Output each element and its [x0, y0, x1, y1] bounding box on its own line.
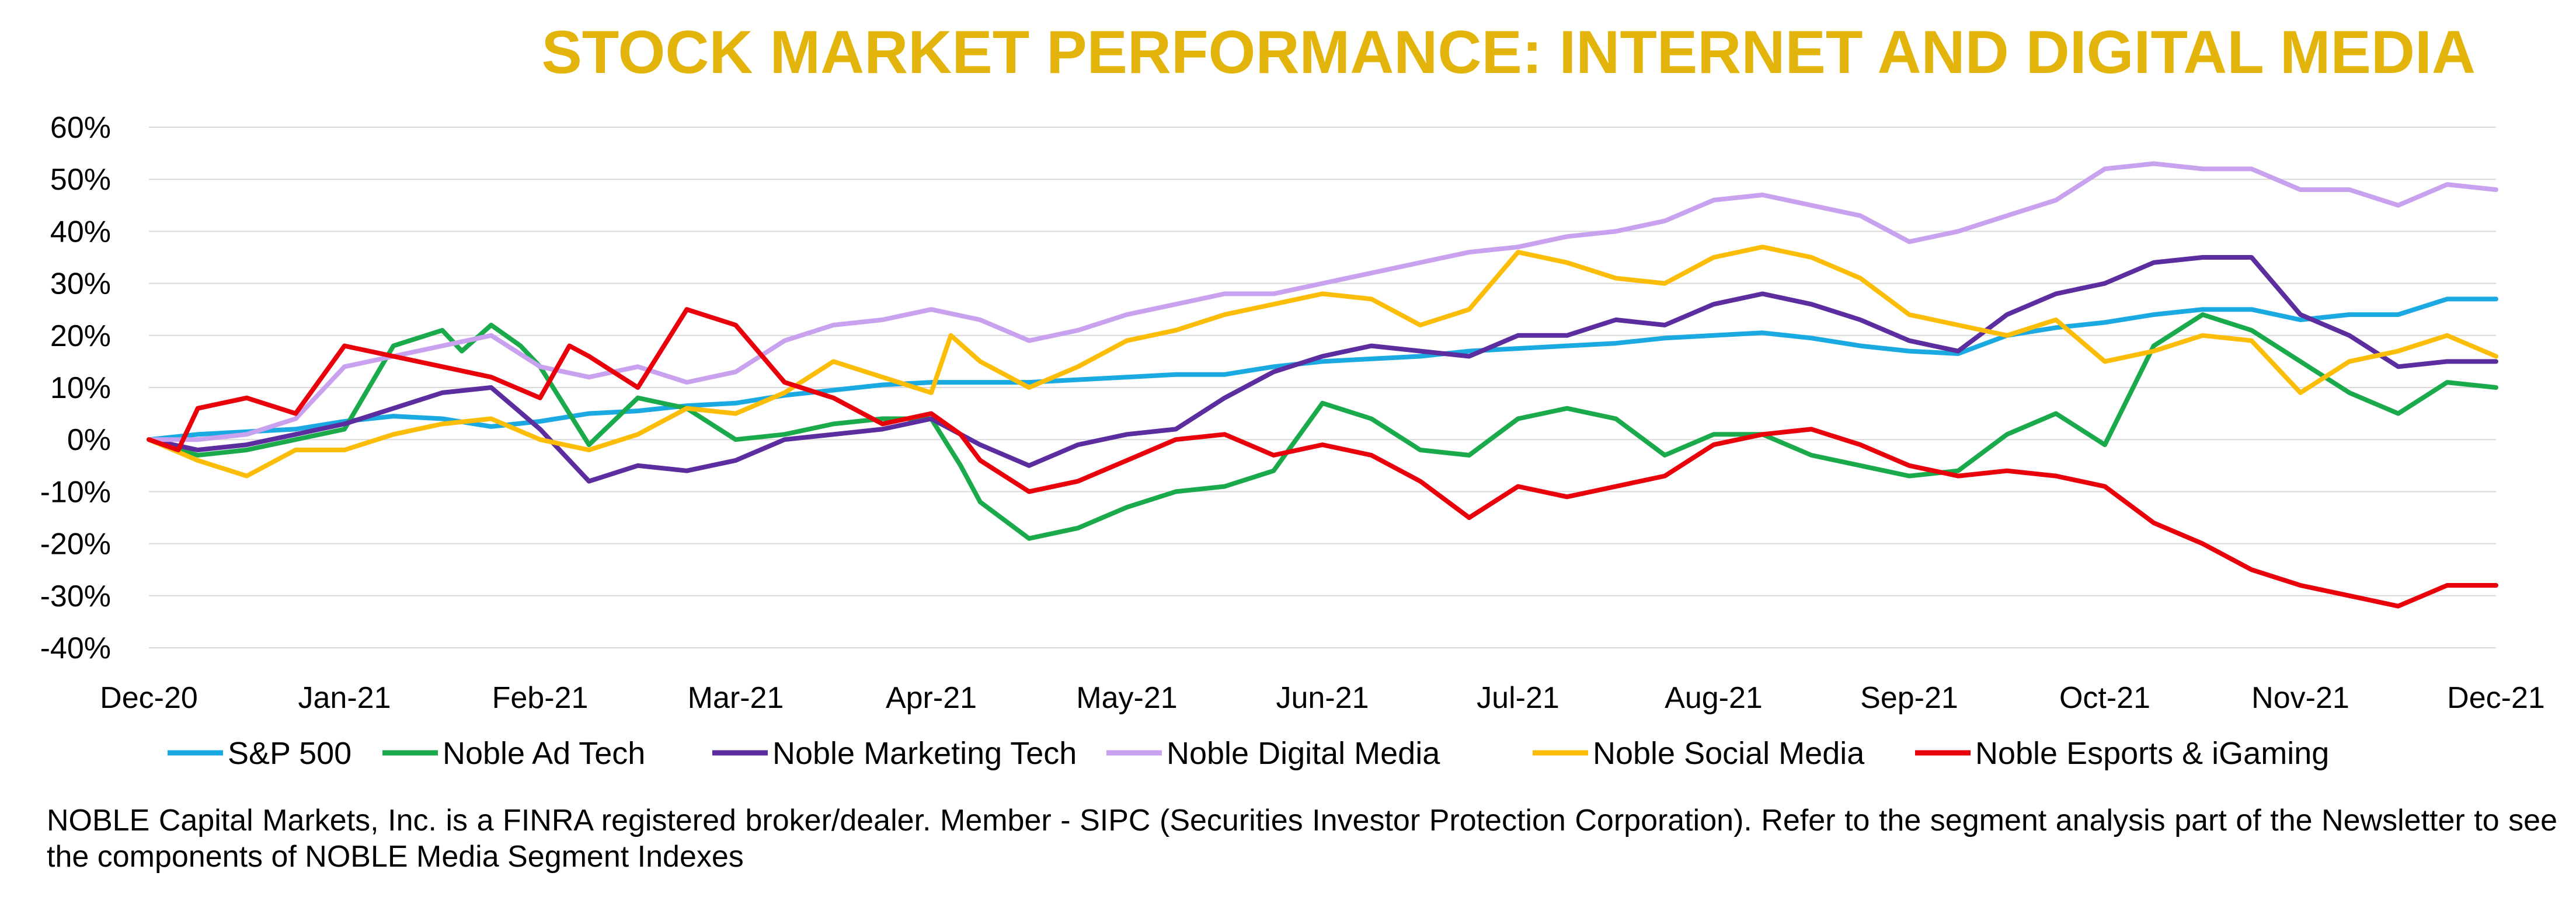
x-tick-label: Oct-21	[2059, 681, 2150, 715]
y-tick-label: 10%	[50, 371, 111, 405]
series-line	[147, 307, 2498, 609]
y-tick-label: 60%	[50, 111, 111, 145]
series-line	[147, 296, 2498, 442]
x-tick-label: Aug-21	[1665, 681, 1763, 715]
x-tick-label: Feb-21	[492, 681, 589, 715]
y-tick-label: 30%	[50, 267, 111, 301]
x-tick-label: Sep-21	[1860, 681, 1958, 715]
gridlines	[149, 127, 2496, 648]
x-tick-label: Jan-21	[298, 681, 391, 715]
footnote: NOBLE Capital Markets, Inc. is a FINRA r…	[47, 804, 2557, 874]
series-line	[147, 312, 2498, 541]
plot-area	[147, 161, 2498, 609]
y-tick-label: 0%	[67, 423, 111, 457]
chart-title: STOCK MARKET PERFORMANCE: INTERNET AND D…	[541, 19, 2476, 86]
x-tick-label: May-21	[1076, 681, 1177, 715]
x-tick-label: Nov-21	[2251, 681, 2349, 715]
y-tick-label: -20%	[40, 528, 111, 561]
y-tick-label: -40%	[40, 631, 111, 665]
legend-label: Noble Ad Tech	[443, 736, 645, 771]
x-axis-ticks: Dec-20 Jan-21 Feb-21 Mar-21 Apr-21 May-21 Jun-…	[100, 681, 2545, 715]
legend-label: S&P 500	[228, 736, 351, 771]
legend-label: Noble Marketing Tech	[772, 736, 1077, 771]
y-tick-label: -10%	[40, 475, 111, 509]
series-line	[147, 255, 2498, 484]
legend-label: Noble Esports & iGaming	[1975, 736, 2329, 771]
y-tick-label: 50%	[50, 163, 111, 197]
x-tick-label: Jun-21	[1276, 681, 1369, 715]
legend: S&P 500 Noble Ad Tech Noble Marketing Tech…	[168, 736, 2329, 771]
x-tick-label: Jul-21	[1477, 681, 1559, 715]
legend-label: Noble Social Media	[1593, 736, 1865, 771]
x-tick-label: Dec-21	[2447, 681, 2545, 715]
y-tick-label: -30%	[40, 580, 111, 613]
y-tick-label: 40%	[50, 215, 111, 249]
x-tick-label: Dec-20	[100, 681, 198, 715]
y-tick-label: 20%	[50, 319, 111, 353]
x-tick-label: Mar-21	[688, 681, 784, 715]
series-line	[147, 245, 2498, 479]
series-line	[147, 161, 2498, 442]
x-tick-label: Apr-21	[886, 681, 977, 715]
y-axis-ticks: 60% 50% 40% 30% 20% 10% 0% -10% -20% -30% -40%	[40, 111, 111, 665]
legend-label: Noble Digital Media	[1167, 736, 1440, 771]
